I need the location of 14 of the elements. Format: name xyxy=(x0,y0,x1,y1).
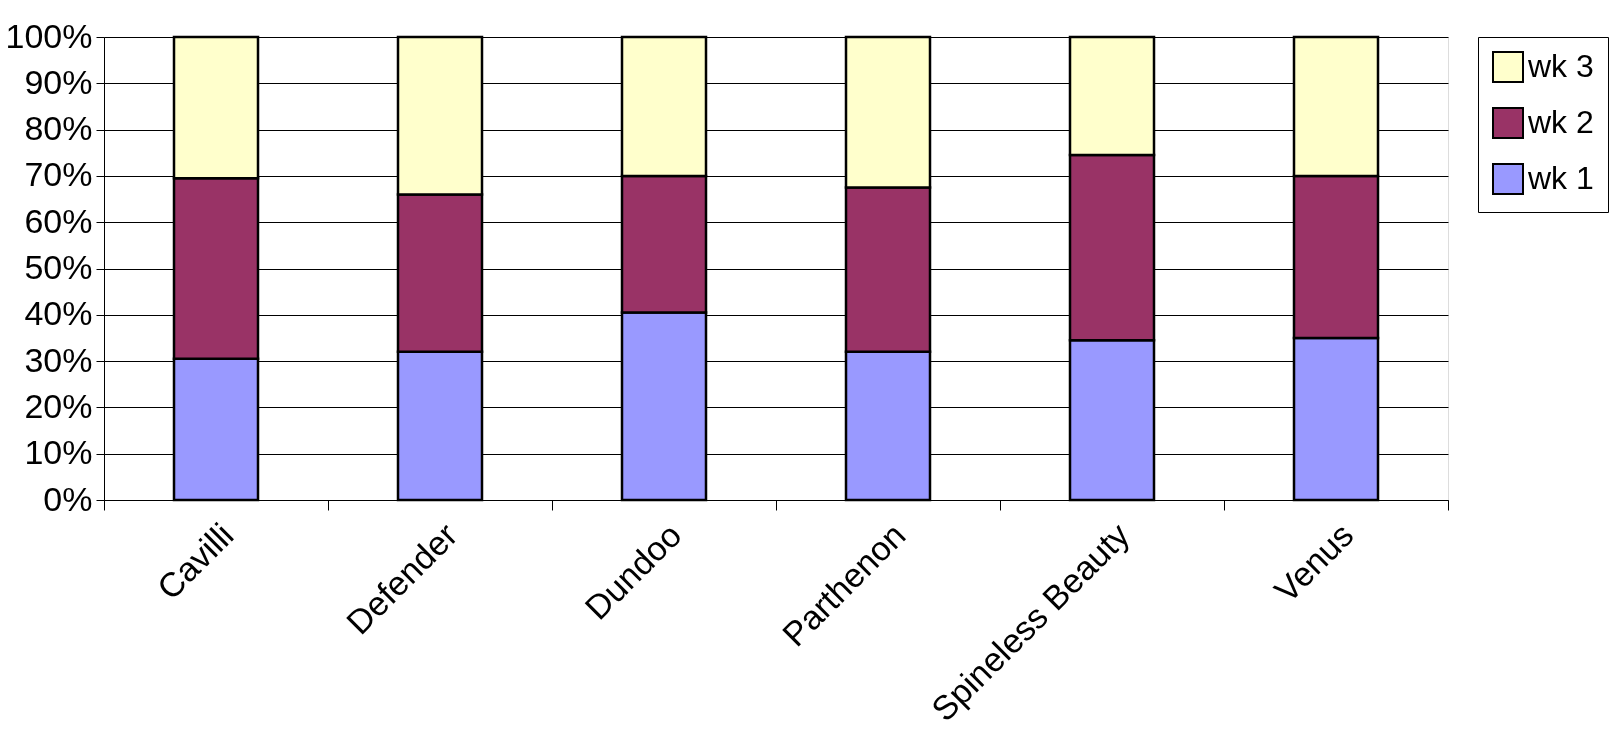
y-tick-label: 0% xyxy=(43,479,93,518)
y-tick-label: 10% xyxy=(24,433,93,472)
legend-label: wk 2 xyxy=(1527,104,1594,140)
y-tick-label: 90% xyxy=(24,62,93,101)
y-tick-label: 80% xyxy=(24,109,93,148)
y-tick-label: 50% xyxy=(24,248,93,286)
y-tick-label: 100% xyxy=(5,16,93,55)
y-tick-label: 20% xyxy=(24,386,93,425)
y-tick-label: 60% xyxy=(24,201,93,240)
legend-label: wk 1 xyxy=(1527,160,1594,196)
y-tick-label: 40% xyxy=(24,294,93,333)
y-tick-label: 30% xyxy=(24,340,93,379)
legend-label: wk 3 xyxy=(1527,48,1594,84)
y-tick-label: 70% xyxy=(24,155,93,194)
